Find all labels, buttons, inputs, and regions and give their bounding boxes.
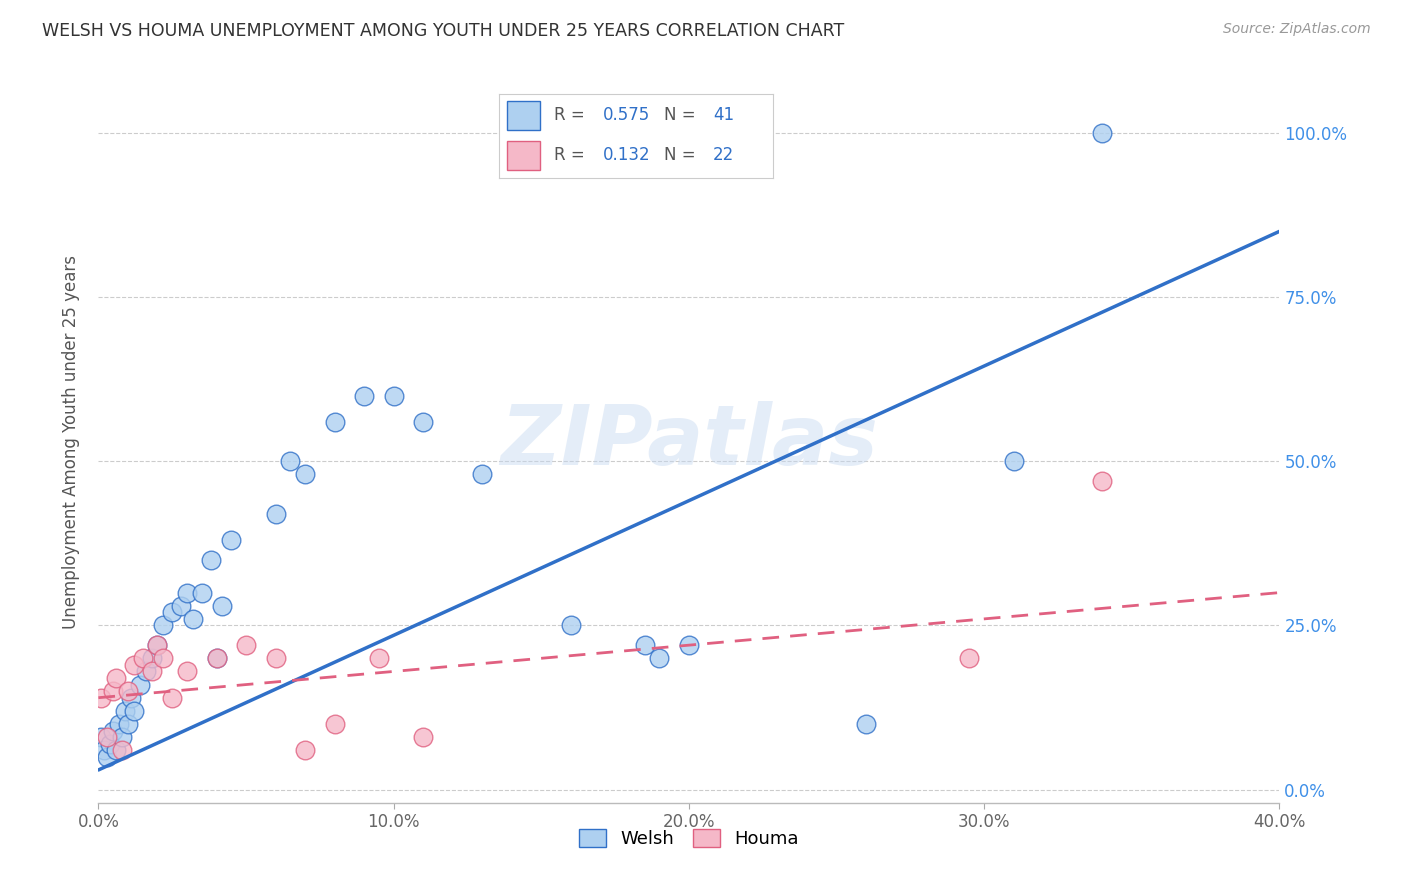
Text: ZIPatlas: ZIPatlas: [501, 401, 877, 482]
Point: [135, 665, 157, 679]
Point: [111, 730, 134, 744]
Point: [648, 651, 671, 665]
Point: [120, 690, 142, 705]
Point: [122, 657, 145, 672]
Point: [264, 651, 287, 665]
Text: 0.575: 0.575: [603, 106, 651, 124]
Point: [1002, 454, 1025, 468]
FancyBboxPatch shape: [508, 102, 540, 130]
Point: [959, 651, 981, 665]
Point: [176, 665, 198, 679]
Point: [205, 651, 228, 665]
Text: N =: N =: [664, 146, 700, 164]
Point: [211, 599, 233, 613]
Text: WELSH VS HOUMA UNEMPLOYMENT AMONG YOUTH UNDER 25 YEARS CORRELATION CHART: WELSH VS HOUMA UNEMPLOYMENT AMONG YOUTH …: [42, 22, 845, 40]
Point: [855, 717, 877, 731]
Point: [221, 533, 243, 547]
Legend: Welsh, Houma: Welsh, Houma: [572, 822, 806, 855]
Point: [323, 415, 346, 429]
Point: [114, 704, 136, 718]
Point: [1091, 126, 1114, 140]
Point: [93, 743, 115, 757]
Point: [678, 638, 700, 652]
Text: 41: 41: [713, 106, 734, 124]
Point: [235, 638, 257, 652]
Point: [382, 388, 405, 402]
Point: [141, 651, 163, 665]
Point: [111, 743, 134, 757]
Point: [560, 618, 582, 632]
Point: [181, 612, 204, 626]
Point: [280, 454, 302, 468]
Point: [117, 684, 139, 698]
Text: 0.132: 0.132: [603, 146, 651, 164]
Point: [634, 638, 657, 652]
Point: [1091, 474, 1114, 488]
Text: N =: N =: [664, 106, 700, 124]
Point: [132, 651, 155, 665]
Text: R =: R =: [554, 106, 591, 124]
Point: [176, 585, 198, 599]
Point: [191, 585, 214, 599]
Point: [96, 730, 118, 744]
Point: [152, 651, 174, 665]
Point: [294, 743, 316, 757]
Point: [200, 553, 222, 567]
Point: [205, 651, 228, 665]
Point: [412, 415, 434, 429]
Point: [117, 717, 139, 731]
Point: [294, 467, 316, 482]
FancyBboxPatch shape: [508, 141, 540, 169]
Point: [105, 671, 128, 685]
Point: [90, 690, 112, 705]
Point: [103, 684, 125, 698]
Point: [170, 599, 193, 613]
Text: Source: ZipAtlas.com: Source: ZipAtlas.com: [1223, 22, 1371, 37]
Point: [162, 605, 183, 619]
Point: [122, 704, 145, 718]
Point: [162, 690, 183, 705]
Point: [412, 730, 434, 744]
Text: R =: R =: [554, 146, 591, 164]
Point: [471, 467, 494, 482]
Point: [152, 618, 174, 632]
Point: [264, 507, 287, 521]
Point: [96, 749, 118, 764]
Point: [323, 717, 346, 731]
Point: [128, 677, 150, 691]
Point: [105, 743, 128, 757]
Text: 22: 22: [713, 146, 734, 164]
Point: [146, 638, 169, 652]
Y-axis label: Unemployment Among Youth under 25 years: Unemployment Among Youth under 25 years: [62, 254, 80, 629]
Point: [141, 665, 163, 679]
Point: [146, 638, 169, 652]
Point: [353, 388, 375, 402]
Point: [98, 737, 121, 751]
Point: [103, 723, 125, 738]
Point: [108, 717, 131, 731]
Point: [90, 730, 112, 744]
Point: [368, 651, 391, 665]
